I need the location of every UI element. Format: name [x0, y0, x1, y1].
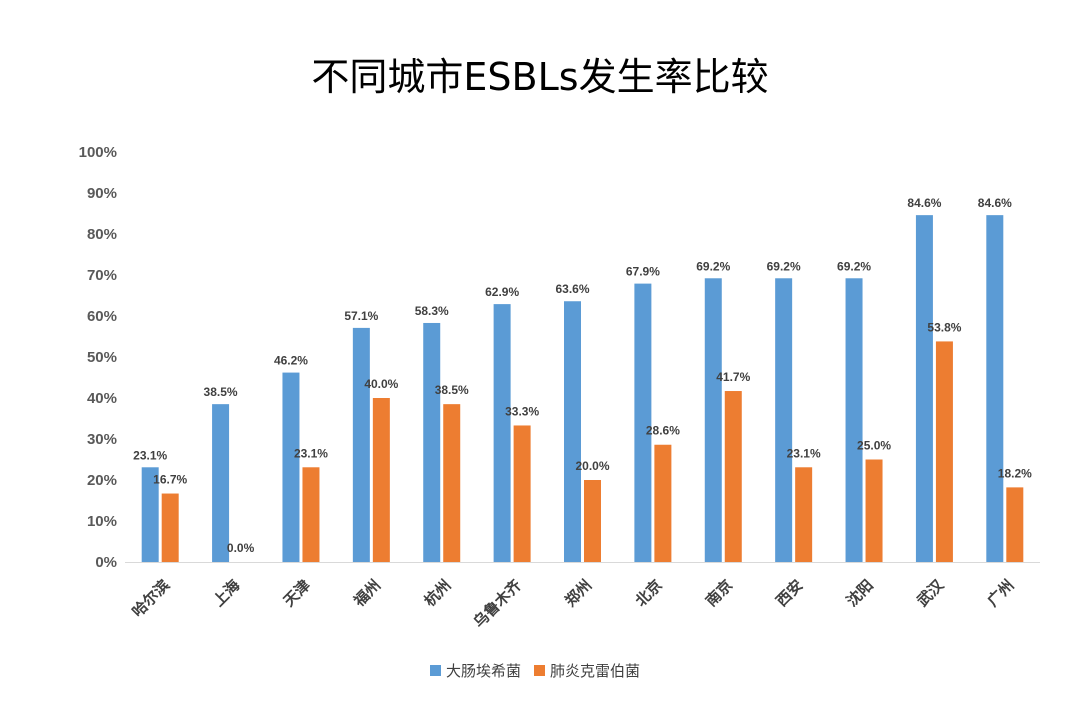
chart-title: 不同城市ESBLs发生率比较 [311, 55, 768, 99]
bar-series-1 [634, 283, 652, 562]
x-tick-label: 广州 [984, 576, 1018, 610]
bar-series-1 [352, 327, 370, 562]
y-tick-label: 20% [87, 472, 117, 489]
legend-swatch [534, 665, 545, 676]
data-label-series-1: 63.6% [555, 282, 589, 296]
data-label-series-2: 28.6% [646, 424, 680, 438]
bar-series-1 [986, 215, 1004, 562]
legend: 大肠埃希菌 肺炎克雷伯菌 [430, 662, 640, 680]
bar-series-1 [493, 304, 511, 562]
data-label-series-1: 58.3% [415, 304, 449, 318]
legend-label: 大肠埃希菌 [446, 662, 521, 680]
y-tick-label: 50% [87, 349, 117, 366]
y-axis: 0% 10% 20% 30% 40% 50% 60% 70% 80% 90% 100% [79, 144, 117, 571]
data-label-series-1: 69.2% [696, 259, 730, 273]
data-label-series-2: 38.5% [435, 383, 469, 397]
bar-series-1 [845, 278, 863, 562]
bar-series-2 [161, 493, 179, 562]
x-tick-label: 郑州 [561, 576, 595, 610]
bar-series-2 [865, 459, 883, 562]
data-label-series-1: 69.2% [837, 259, 871, 273]
data-label-series-1: 57.1% [344, 309, 378, 323]
x-tick-label: 沈阳 [843, 576, 877, 610]
data-label-series-2: 16.7% [153, 473, 187, 487]
bar-series-2 [1006, 487, 1024, 562]
y-tick-label: 0% [95, 554, 117, 571]
data-label-series-1: 84.6% [907, 196, 941, 210]
bar-series-2 [372, 398, 390, 562]
data-label-series-2: 0.0% [227, 541, 255, 555]
y-tick-label: 90% [87, 185, 117, 202]
bars: 23.1% 16.7% 38.5% 0.0% 46.2% 23.1% 57.1% 40.0% 5… [133, 196, 1032, 562]
x-tick-label: 杭州 [421, 576, 455, 610]
y-tick-label: 80% [87, 226, 117, 243]
data-label-series-1: 67.9% [626, 265, 660, 279]
data-label-series-1: 69.2% [767, 259, 801, 273]
x-axis: 哈尔滨 上海 天津 福州 杭州 乌鲁木齐 郑州 北京 南京 西安 沈阳 武汉 广州 [125, 562, 1040, 631]
x-tick-label: 上海 [209, 576, 243, 610]
bar-series-2 [443, 404, 461, 562]
legend-label: 肺炎克雷伯菌 [550, 662, 640, 680]
data-label-series-2: 25.0% [857, 439, 891, 453]
bar-series-1 [915, 215, 933, 562]
data-label-series-1: 62.9% [485, 285, 519, 299]
bar-series-1 [704, 278, 722, 562]
y-tick-label: 30% [87, 431, 117, 448]
data-label-series-1: 23.1% [133, 448, 167, 462]
data-label-series-1: 46.2% [274, 354, 308, 368]
data-label-series-2: 18.2% [998, 466, 1032, 480]
data-label-series-2: 40.0% [364, 377, 398, 391]
bar-series-2 [724, 391, 742, 562]
x-tick-label: 天津 [280, 576, 314, 610]
bar-series-1 [212, 404, 230, 562]
bar-series-1 [775, 278, 793, 562]
x-tick-label: 哈尔滨 [128, 576, 173, 621]
y-tick-label: 100% [79, 144, 117, 161]
x-tick-label: 乌鲁木齐 [470, 575, 526, 631]
bar-series-1 [141, 467, 159, 562]
bar-series-2 [795, 467, 813, 562]
data-label-series-2: 23.1% [787, 446, 821, 460]
data-label-series-2: 23.1% [294, 446, 328, 460]
data-label-series-1: 38.5% [204, 385, 238, 399]
bar-series-2 [584, 480, 601, 562]
data-label-series-2: 41.7% [716, 370, 750, 384]
x-tick-label: 北京 [632, 576, 666, 610]
y-tick-label: 60% [87, 308, 117, 325]
data-label-series-2: 53.8% [927, 320, 961, 334]
y-tick-label: 40% [87, 390, 117, 407]
legend-swatch [430, 665, 441, 676]
y-tick-label: 70% [87, 267, 117, 284]
data-label-series-1: 84.6% [978, 196, 1012, 210]
bar-series-2 [654, 444, 672, 562]
bar-series-2 [513, 425, 531, 562]
bar-series-1 [423, 322, 441, 562]
data-label-series-2: 33.3% [505, 404, 539, 418]
x-tick-label: 武汉 [913, 575, 948, 610]
x-tick-label: 西安 [773, 576, 807, 610]
bar-series-1 [564, 301, 581, 562]
data-label-series-2: 20.0% [575, 459, 609, 473]
y-tick-label: 10% [87, 513, 117, 530]
bar-series-1 [282, 372, 300, 562]
x-tick-label: 南京 [702, 576, 736, 610]
bar-series-2 [935, 341, 953, 562]
x-tick-label: 福州 [350, 576, 385, 611]
bar-series-2 [302, 467, 320, 562]
